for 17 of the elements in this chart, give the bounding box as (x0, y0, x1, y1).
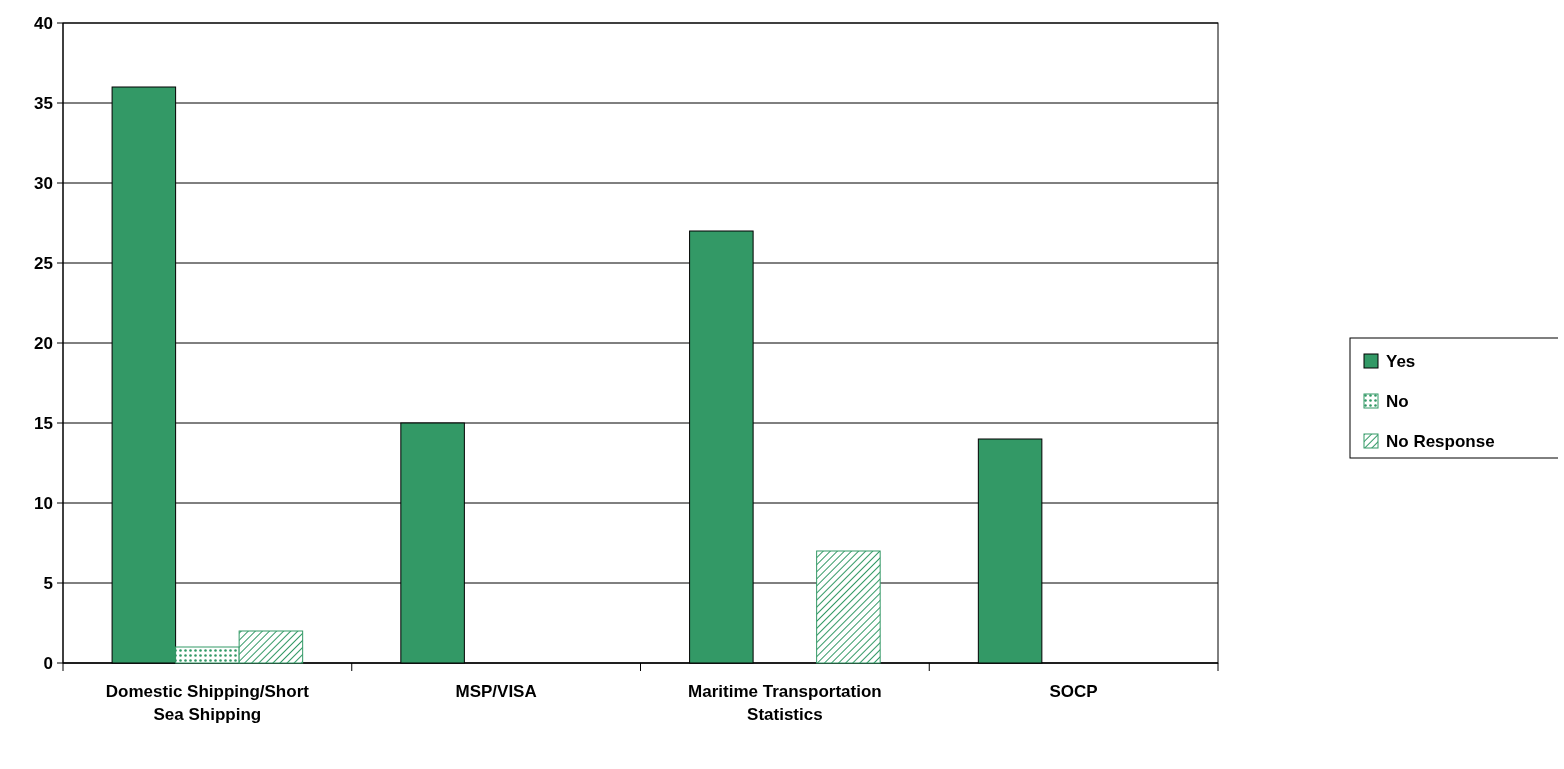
x-tick-label: SOCP (1049, 682, 1098, 701)
x-tick-label: Maritime Transportation Statistics (688, 682, 882, 724)
legend-label: Yes (1386, 351, 1416, 371)
y-tick-label: 10 (34, 493, 53, 513)
legend-label: No (1386, 391, 1409, 411)
y-tick-label: 25 (34, 253, 53, 273)
y-tick-label: 20 (34, 333, 53, 353)
y-tick-label: 30 (34, 173, 53, 193)
y-tick-label: 40 (34, 13, 53, 33)
x-tick-label: MSP/VISA (455, 682, 537, 701)
y-tick-label: 5 (43, 573, 53, 593)
y-tick-label: 0 (43, 653, 53, 673)
legend-label: No Response (1386, 431, 1495, 451)
x-tick-label: Domestic Shipping/Short Sea Shipping (105, 682, 310, 724)
y-tick-label: 35 (34, 93, 53, 113)
y-tick-label: 15 (34, 413, 53, 433)
bar (816, 550, 881, 664)
